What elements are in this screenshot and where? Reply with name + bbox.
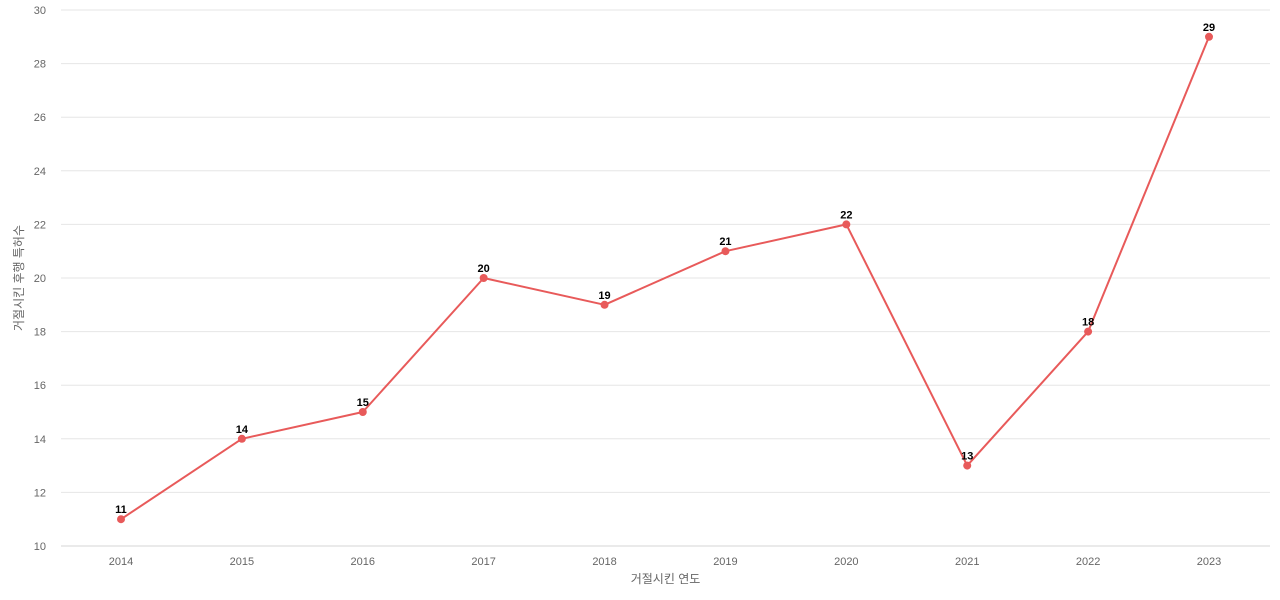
data-label: 15 [357, 397, 369, 409]
y-axis-title: 거절시킨 후행 특허수 [11, 225, 26, 331]
data-point[interactable] [600, 300, 609, 309]
data-point[interactable] [479, 274, 488, 282]
data-point[interactable] [963, 461, 972, 470]
y-tick-label: 26 [34, 112, 46, 124]
data-label: 14 [236, 424, 249, 436]
data-point[interactable] [1205, 32, 1213, 41]
data-label: 22 [840, 209, 852, 221]
x-tick-label: 2018 [592, 556, 616, 568]
y-tick-label: 28 [34, 59, 46, 71]
x-tick-label: 2021 [955, 556, 979, 568]
x-tick-label: 2014 [109, 556, 133, 568]
series-line-group [120, 36, 1210, 521]
y-tick-label: 16 [34, 380, 46, 392]
data-points [117, 32, 1213, 524]
data-label: 29 [1203, 22, 1215, 34]
y-tick-label: 14 [34, 434, 46, 446]
y-tick-label: 10 [34, 541, 46, 553]
data-label: 21 [719, 236, 731, 248]
y-tick-label: 20 [34, 273, 46, 285]
x-axis-ticks: 2014 2015 2016 2017 2018 2019 2020 2021 2022 2023 [109, 556, 1221, 568]
x-tick-label: 2020 [834, 556, 858, 568]
data-labels: 11 14 15 20 19 21 22 13 18 29 [115, 22, 1215, 516]
data-point[interactable] [117, 515, 125, 524]
data-label: 18 [1082, 317, 1094, 329]
y-tick-label: 30 [34, 5, 46, 17]
x-tick-label: 2016 [351, 556, 375, 568]
series-line [120, 36, 1210, 521]
data-point[interactable] [1084, 327, 1093, 336]
x-tick-label: 2017 [471, 556, 495, 568]
data-label: 11 [115, 504, 127, 516]
data-point[interactable] [358, 408, 367, 416]
data-label: 19 [598, 290, 610, 302]
y-tick-label: 24 [34, 166, 46, 178]
data-point[interactable] [237, 434, 246, 443]
x-tick-label: 2023 [1197, 556, 1221, 568]
y-axis-ticks: 10 12 14 16 18 20 22 24 26 28 30 [34, 5, 46, 553]
data-label: 20 [478, 263, 490, 275]
x-tick-label: 2022 [1076, 556, 1100, 568]
data-point[interactable] [842, 220, 851, 229]
data-point[interactable] [721, 247, 730, 256]
x-axis-title: 거절시킨 연도 [631, 572, 701, 586]
y-tick-label: 12 [34, 487, 46, 499]
x-tick-label: 2019 [713, 556, 737, 568]
y-tick-label: 22 [34, 219, 46, 231]
y-tick-label: 18 [34, 327, 46, 339]
x-tick-label: 2015 [230, 556, 254, 568]
data-label: 13 [961, 451, 973, 463]
